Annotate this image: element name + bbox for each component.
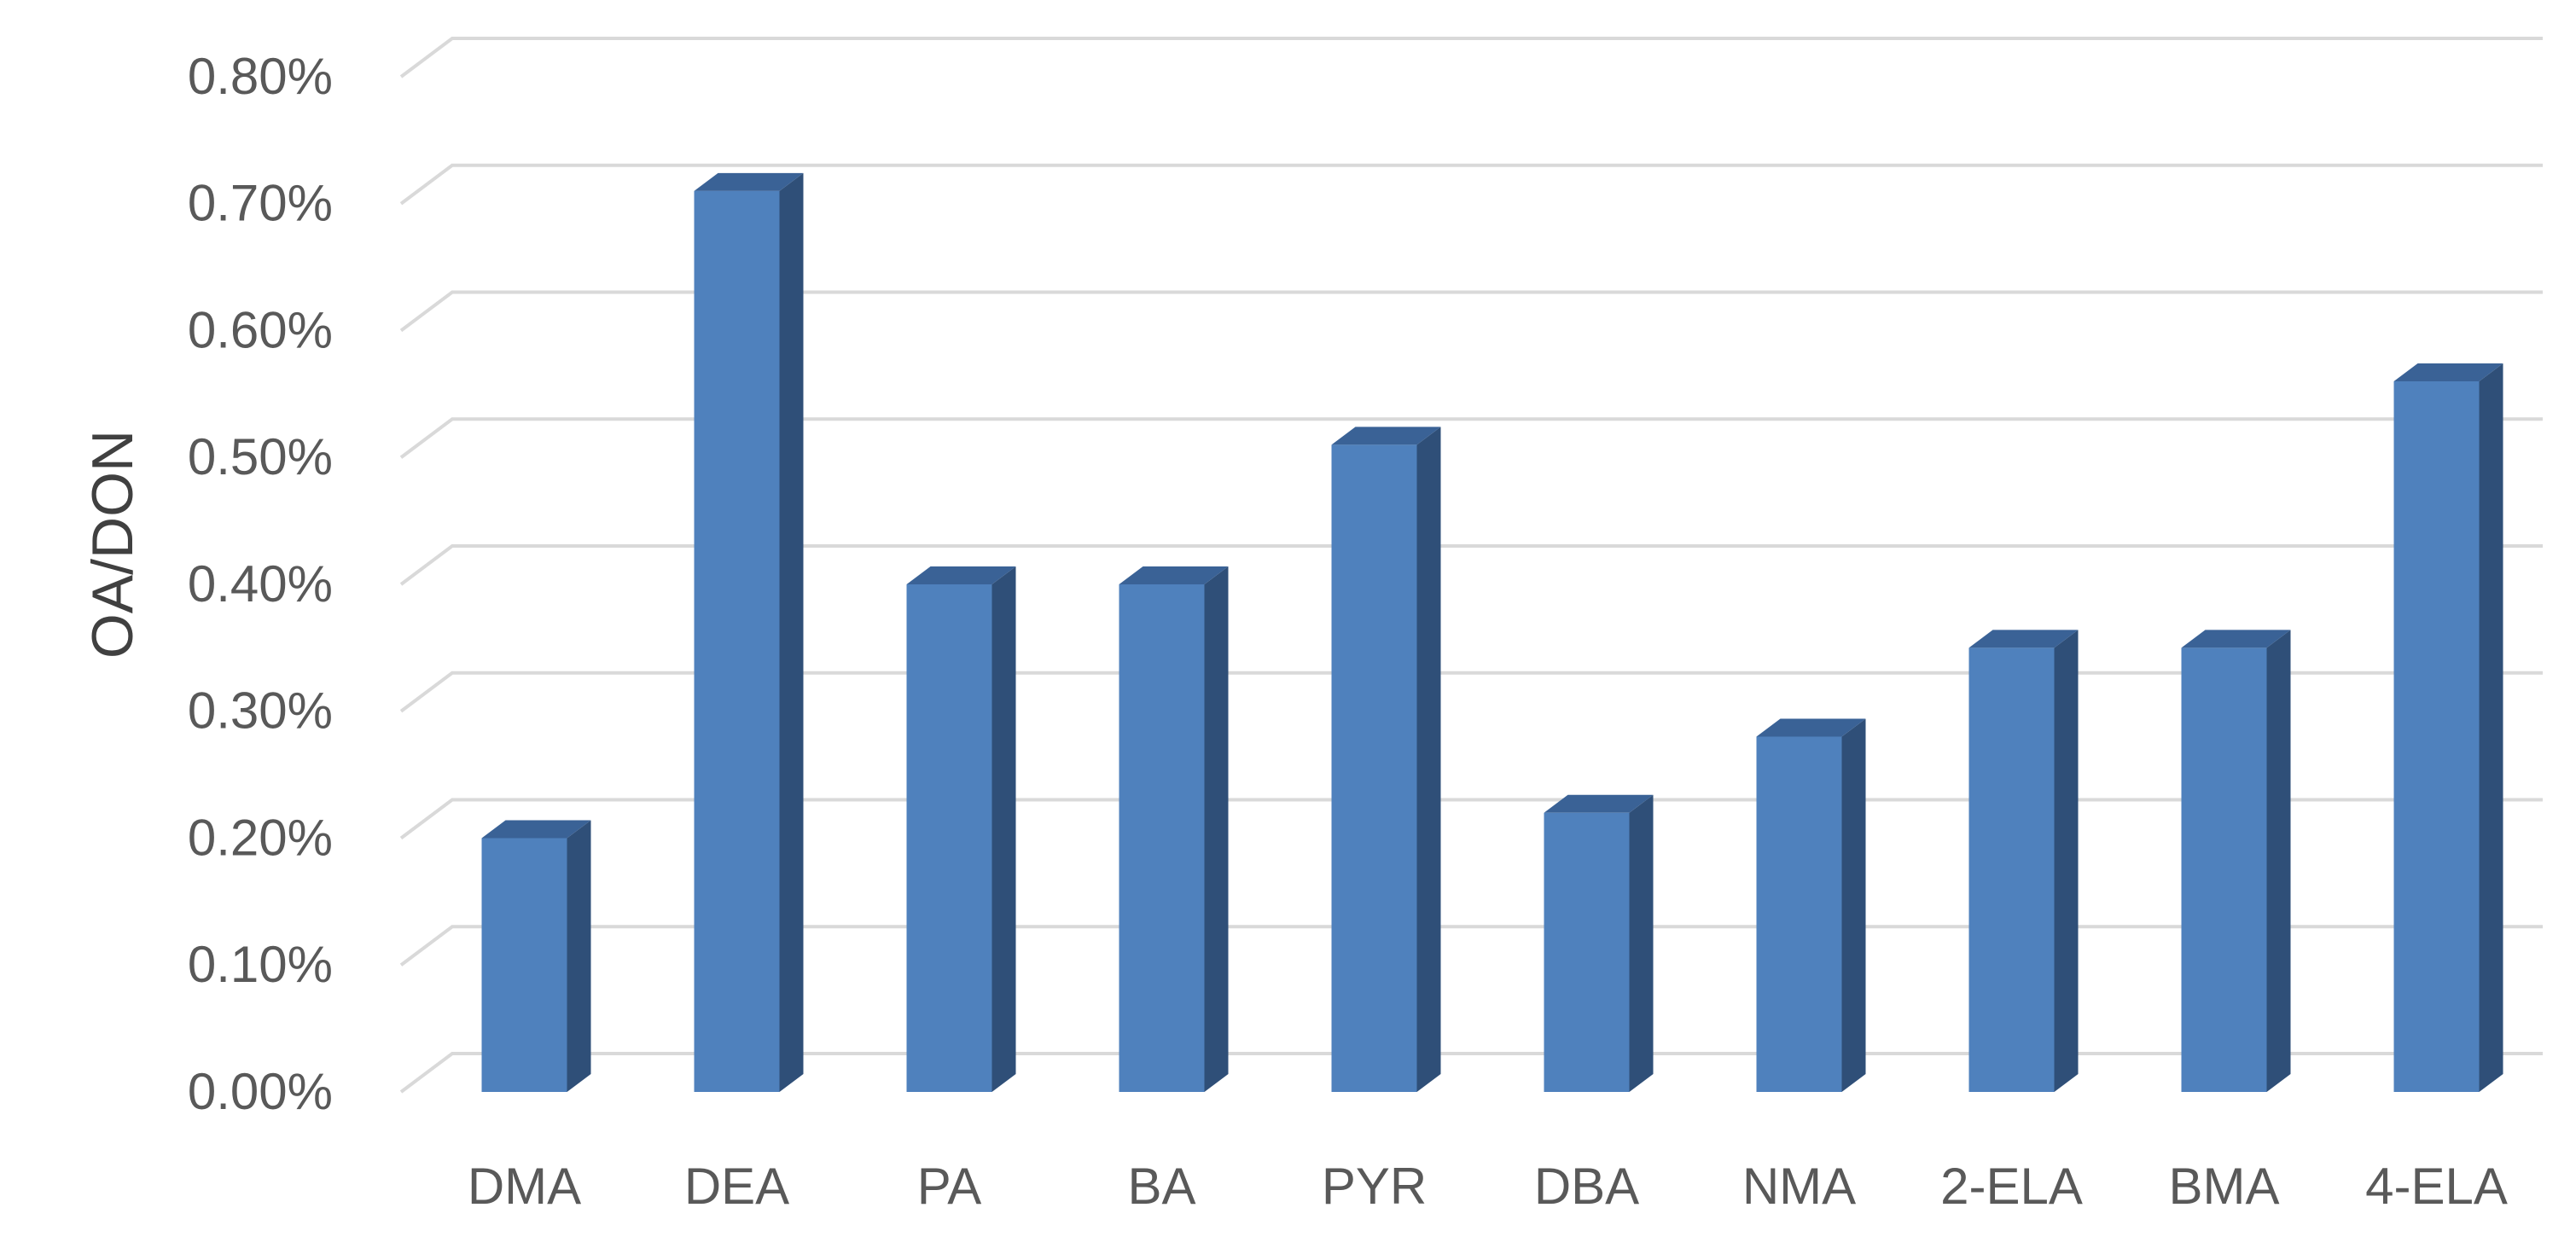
bar — [1119, 566, 1229, 1092]
bar-top — [2393, 363, 2503, 381]
bar-side — [2479, 363, 2503, 1092]
gridline — [399, 290, 2543, 333]
bar — [694, 172, 804, 1092]
bar — [2181, 630, 2291, 1092]
x-tick-label: 2-ELA — [1940, 1158, 2083, 1215]
bar-front — [1544, 812, 1630, 1092]
x-tick-label: PA — [917, 1158, 982, 1215]
y-tick-label: 0.40% — [188, 555, 333, 613]
bar-top — [2181, 630, 2291, 648]
y-tick-label: 0.60% — [188, 301, 333, 358]
bar-side — [1841, 718, 1866, 1092]
y-axis-title: OA/DON — [80, 430, 145, 659]
gridline — [399, 417, 2543, 459]
bar — [906, 566, 1016, 1092]
gridline — [399, 163, 2543, 206]
y-tick-label: 0.00% — [188, 1063, 333, 1120]
bar-top — [1544, 794, 1654, 813]
bar-top — [1756, 718, 1866, 737]
x-tick-label: NMA — [1742, 1158, 1856, 1215]
bar-side — [567, 820, 591, 1092]
y-tick-label: 0.30% — [188, 682, 333, 740]
bar-side — [779, 172, 804, 1092]
bar-front — [481, 838, 567, 1092]
gridline — [399, 544, 2543, 586]
gridlines — [399, 37, 2543, 1094]
bar — [1544, 794, 1654, 1092]
bar — [1968, 630, 2079, 1092]
bar — [1331, 427, 1441, 1092]
bar-front — [1968, 647, 2055, 1092]
x-tick-label: BA — [1127, 1158, 1195, 1215]
bar — [2393, 363, 2503, 1092]
x-tick-label: DMA — [468, 1158, 581, 1215]
y-axis-tick-labels: 0.00% 0.10% 0.20% 0.30% 0.40% 0.50% 0.60% 0.70%… — [188, 48, 333, 1120]
bar-front — [1119, 584, 1205, 1092]
bars — [481, 172, 2503, 1092]
bar — [1756, 718, 1866, 1092]
y-tick-label: 0.50% — [188, 428, 333, 485]
x-tick-label: BMA — [2168, 1158, 2279, 1215]
bar-front — [1331, 444, 1417, 1092]
y-tick-label: 0.80% — [188, 48, 333, 105]
gridline — [399, 37, 2543, 78]
bar-side — [2054, 630, 2079, 1092]
bar-top — [1968, 630, 2079, 648]
x-tick-label: DEA — [684, 1158, 789, 1215]
bar-side — [1204, 566, 1229, 1092]
bar-side — [1416, 427, 1441, 1092]
bar-front — [2181, 647, 2267, 1092]
y-tick-label: 0.70% — [188, 175, 333, 232]
x-tick-label: PYR — [1322, 1158, 1427, 1215]
x-tick-label: 4-ELA — [2365, 1158, 2508, 1215]
bar-side — [991, 566, 1016, 1092]
bar-front — [906, 584, 992, 1092]
bar-front — [2393, 381, 2480, 1092]
x-axis-category-labels: DMA DEA PA BA PYR DBA NMA 2-ELA BMA 4-ELA — [468, 1158, 2508, 1215]
bar — [481, 820, 591, 1092]
y-tick-label: 0.20% — [188, 809, 333, 866]
bar-top — [481, 820, 591, 839]
bar-front — [1756, 736, 1842, 1092]
bar-front — [694, 190, 780, 1092]
gridline — [399, 671, 2543, 713]
bar-top — [906, 566, 1016, 584]
bar-side — [1629, 794, 1654, 1092]
bar-side — [2266, 630, 2291, 1092]
x-tick-label: DBA — [1534, 1158, 1639, 1215]
bar-top — [1331, 427, 1441, 445]
y-tick-label: 0.10% — [188, 936, 333, 993]
bar-top — [694, 172, 804, 191]
bar-top — [1119, 566, 1229, 584]
